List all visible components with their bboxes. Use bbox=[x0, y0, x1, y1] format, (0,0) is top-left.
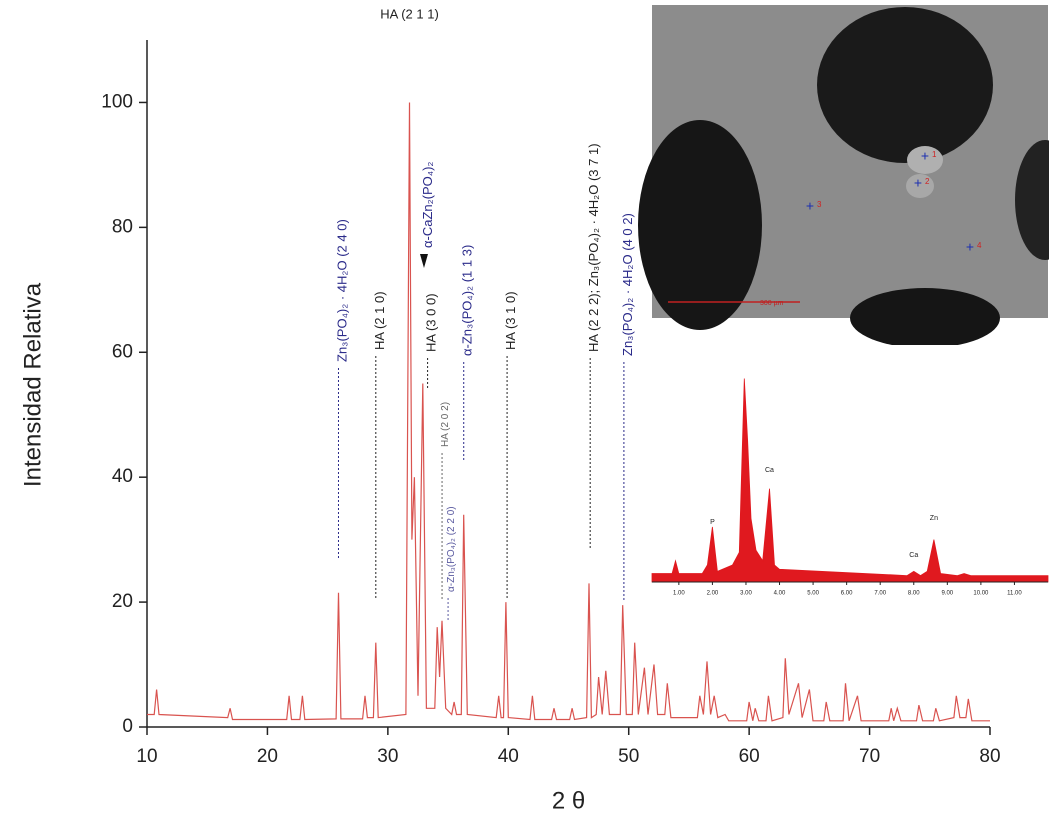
x-tick-label: 20 bbox=[257, 746, 278, 767]
eds-tick-label: 2.00 bbox=[707, 591, 719, 597]
eds-peak-label: Zn bbox=[930, 515, 938, 522]
peak-annotation: HA (2 2 2); Zn₃(PO₄)₂ · 4H₂O (3 7 1) bbox=[586, 143, 601, 352]
eds-tick-label: 1.00 bbox=[673, 591, 685, 597]
eds-tick-label: 9.00 bbox=[941, 591, 953, 597]
y-tick-label: 20 bbox=[112, 591, 133, 612]
x-axis-label: 2 θ bbox=[552, 787, 585, 814]
peak-annotation: α-Zn₃(PO₄)₂ (2 2 0) bbox=[446, 506, 457, 592]
marker-cross: + bbox=[921, 148, 929, 164]
marker-label: 2 bbox=[925, 177, 930, 186]
marker-label: 4 bbox=[977, 241, 982, 250]
marker-label: 1 bbox=[932, 150, 937, 159]
pore bbox=[638, 120, 762, 330]
eds-peak-label: Ca bbox=[909, 552, 918, 559]
eds-peak-label: P bbox=[710, 519, 715, 526]
eds-tick-label: 4.00 bbox=[774, 591, 786, 597]
peak-annotation: α-CaZn₂(PO₄)₂ bbox=[420, 162, 435, 248]
sem-image: 300 µm bbox=[638, 5, 1049, 348]
eds-tick-label: 8.00 bbox=[908, 591, 920, 597]
xrd-line bbox=[147, 102, 990, 722]
scale-label: 300 µm bbox=[760, 300, 784, 307]
peak-annotation: α-Zn₃(PO₄)₂ (1 1 3) bbox=[460, 245, 475, 356]
pore bbox=[850, 288, 1000, 348]
eds-peak-label: Ca bbox=[765, 467, 774, 474]
y-tick-label: 100 bbox=[101, 91, 133, 112]
y-tick-label: 0 bbox=[122, 716, 133, 737]
eds-spectrum bbox=[651, 378, 1049, 583]
y-tick-label: 80 bbox=[112, 216, 133, 237]
peak-annotation: HA (2 0 2) bbox=[440, 402, 451, 447]
peak-annotation: HA (3 0 0) bbox=[424, 293, 439, 352]
peak-annotation: Zn₃(PO₄)₂ · 4H₂O (4 0 2) bbox=[620, 213, 635, 356]
pore bbox=[1015, 140, 1049, 260]
eds-tick-label: 11.00 bbox=[1007, 591, 1022, 597]
peak-annotation: HA (2 1 1) bbox=[380, 6, 439, 21]
peak-annotation: HA (3 1 0) bbox=[503, 291, 518, 350]
peak-annotation: Zn₃(PO₄)₂ · 4H₂O (2 4 0) bbox=[334, 219, 349, 362]
eds-tick-label: 3.00 bbox=[740, 591, 752, 597]
eds-background bbox=[652, 345, 1048, 607]
marker-cross: + bbox=[914, 175, 922, 191]
annotation-arrow bbox=[419, 254, 428, 268]
x-tick-label: 10 bbox=[136, 746, 157, 767]
marker-label: 3 bbox=[817, 200, 822, 209]
x-tick-label: 50 bbox=[618, 746, 639, 767]
marker-cross: + bbox=[966, 239, 974, 255]
pore bbox=[817, 7, 993, 163]
x-tick-label: 80 bbox=[979, 746, 1000, 767]
x-tick-label: 70 bbox=[859, 746, 880, 767]
particle bbox=[907, 146, 943, 174]
eds-tick-label: 7.00 bbox=[874, 591, 886, 597]
x-tick-label: 30 bbox=[377, 746, 398, 767]
y-tick-label: 40 bbox=[112, 466, 133, 487]
eds-tick-label: 10.00 bbox=[973, 591, 989, 597]
marker-cross: + bbox=[806, 198, 814, 214]
particle bbox=[906, 174, 934, 198]
y-tick-label: 60 bbox=[112, 341, 133, 362]
eds-tick-label: 6.00 bbox=[841, 591, 853, 597]
x-tick-label: 40 bbox=[498, 746, 519, 767]
x-tick-label: 60 bbox=[739, 746, 760, 767]
peak-annotation: HA (2 1 0) bbox=[372, 291, 387, 350]
y-axis-label: Intensidad Relativa bbox=[19, 282, 46, 487]
eds-tick-label: 5.00 bbox=[807, 591, 819, 597]
